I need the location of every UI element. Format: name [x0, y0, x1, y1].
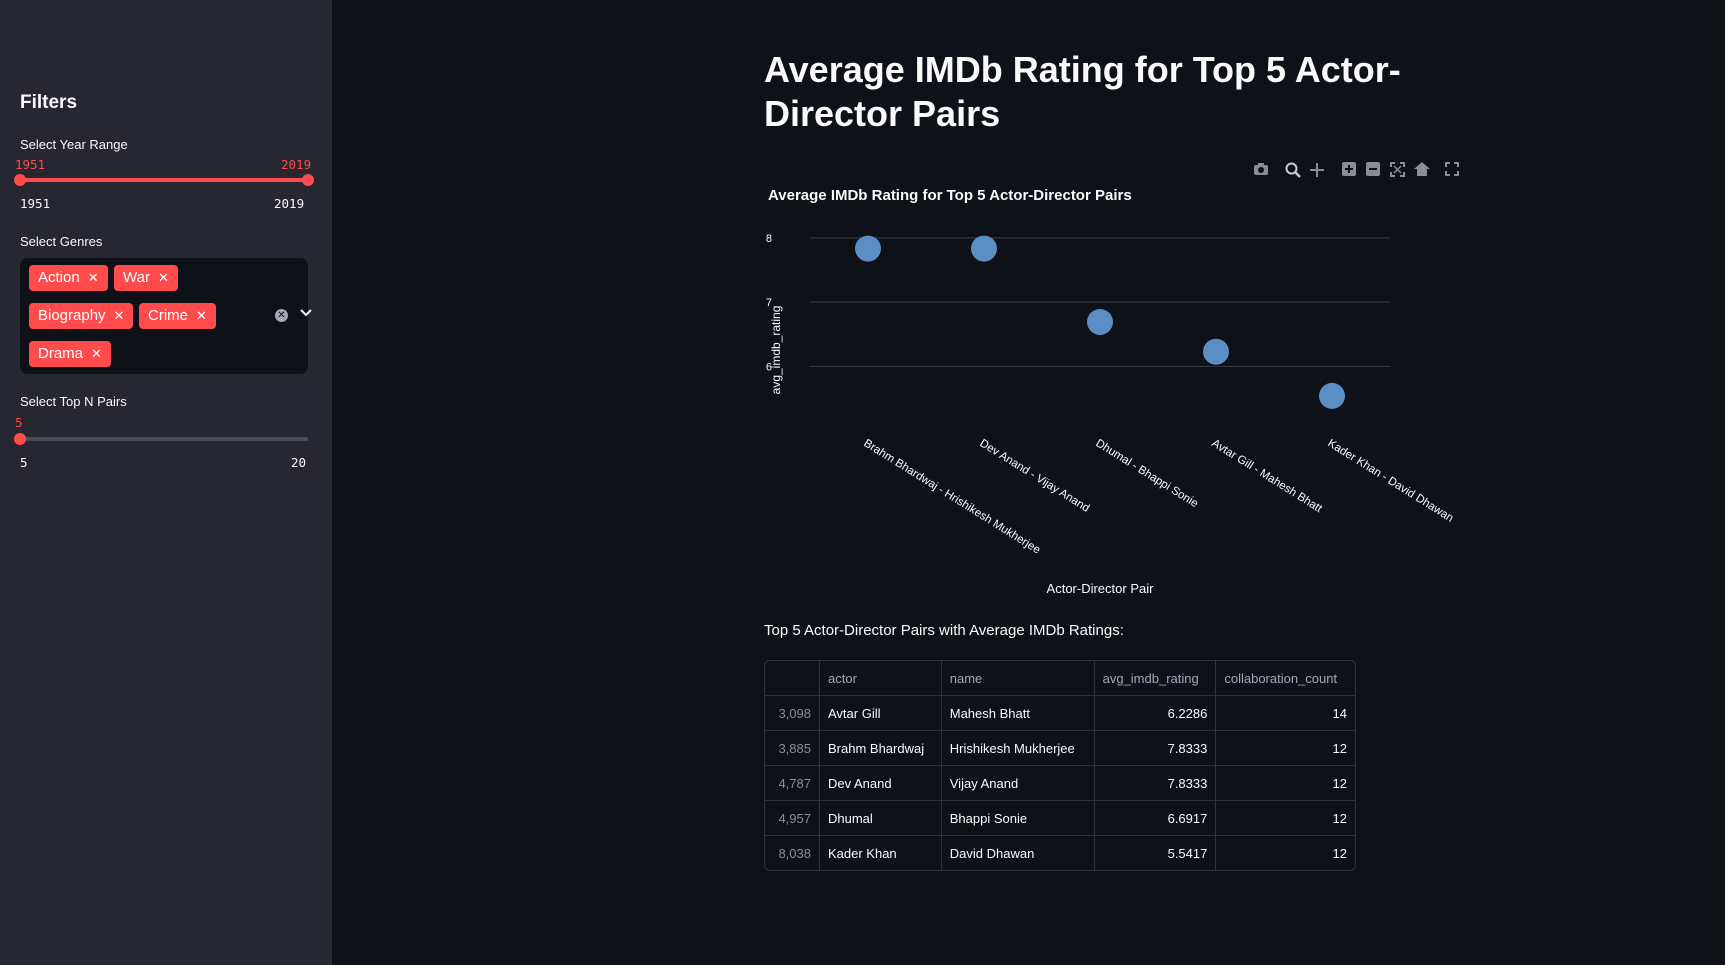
remove-icon[interactable]: ✕	[196, 308, 207, 323]
genres-label: Select Genres	[20, 234, 103, 249]
genres-multiselect[interactable]: Action ✕ War ✕ Biography ✕ Crime ✕ Drama ✕ ✕	[20, 258, 312, 374]
table-row: 8,038 Kader Khan David Dhawan 5.5417 12	[765, 835, 1355, 870]
actor-cell[interactable]: Kader Khan	[819, 835, 942, 870]
data-point[interactable]	[1087, 308, 1113, 335]
topn-thumb[interactable]	[14, 433, 26, 445]
row-index[interactable]: 4,787	[765, 765, 820, 801]
data-point[interactable]	[855, 235, 881, 262]
count-cell[interactable]: 12	[1215, 765, 1355, 801]
year-range-track[interactable]	[20, 178, 308, 182]
actor-cell[interactable]: Avtar Gill	[819, 695, 942, 731]
x-tick-label: Kader Khan - David Dhawan	[1325, 437, 1455, 524]
rating-cell[interactable]: 6.6917	[1094, 800, 1217, 836]
count-cell[interactable]: 14	[1215, 695, 1355, 731]
genre-chip-drama[interactable]: Drama ✕	[29, 341, 111, 367]
actor-cell[interactable]: Brahm Bhardwaj	[819, 730, 942, 766]
sidebar-title: Filters	[20, 92, 78, 113]
zoom-in-icon[interactable]	[1342, 162, 1356, 179]
genre-chip-war[interactable]: War ✕	[114, 265, 178, 291]
clear-all-icon[interactable]: ✕	[275, 309, 288, 322]
x-tick-label: Dhumal - Bhappi Sonie	[1093, 437, 1200, 510]
year-range-label: Select Year Range	[20, 137, 128, 152]
sidebar: Filters Select Year Range 1951 2019 1951…	[0, 0, 332, 965]
table-row: 3,885 Brahm Bhardwaj Hrishikesh Mukherje…	[765, 730, 1355, 766]
count-cell[interactable]: 12	[1332, 845, 1347, 861]
column-header-collaboration-count[interactable]: collaboration_count	[1215, 661, 1355, 696]
genre-chip-action[interactable]: Action ✕	[29, 265, 108, 291]
remove-icon[interactable]: ✕	[157, 270, 169, 285]
name-cell[interactable]: David Dhawan	[941, 835, 1095, 870]
data-point[interactable]	[971, 235, 997, 262]
remove-icon[interactable]: ✕	[87, 270, 99, 285]
name-cell[interactable]: Vijay Anand	[941, 765, 1095, 801]
topn-value: 5	[15, 415, 23, 430]
rating-cell[interactable]: 6.2286	[1094, 695, 1217, 731]
data-table[interactable]: actor name avg_imdb_rating collaboration…	[764, 660, 1356, 871]
x-axis-label: Actor-Director Pair	[1047, 581, 1155, 596]
remove-icon[interactable]: ✕	[91, 346, 102, 361]
name-cell[interactable]: Bhappi Sonie	[941, 800, 1095, 836]
genre-chip-crime[interactable]: Crime ✕	[139, 303, 216, 329]
autoscale-icon[interactable]	[1390, 162, 1405, 180]
home-icon[interactable]	[1414, 162, 1430, 179]
y-tick-label: 6	[766, 361, 772, 373]
table-header-row: actor name avg_imdb_rating collaboration…	[765, 661, 1355, 696]
year-range-max: 2019	[274, 196, 305, 211]
row-index[interactable]: 3,885	[765, 730, 820, 766]
year-range-high-value: 2019	[281, 157, 312, 172]
rating-cell[interactable]: 7.8333	[1094, 730, 1217, 766]
fullscreen-icon[interactable]	[1445, 162, 1459, 179]
year-range-high-thumb[interactable]	[302, 174, 314, 186]
name-cell[interactable]: Mahesh Bhatt	[941, 695, 1095, 731]
page-title: Average IMDb Rating for Top 5 Actor-Dire…	[764, 49, 1401, 134]
actor-cell[interactable]: Dev Anand	[819, 765, 942, 801]
row-index[interactable]: 3,098	[765, 695, 820, 731]
year-range-low-value: 1951	[15, 157, 46, 172]
camera-icon[interactable]	[1253, 162, 1269, 179]
x-tick-label: Avtar Gill - Mahesh Bhatt	[1209, 437, 1324, 515]
column-header-actor[interactable]: actor	[819, 661, 942, 696]
x-tick-label: Dev Anand - Vijay Anand	[977, 437, 1091, 514]
topn-min: 5	[20, 455, 28, 470]
chevron-down-icon[interactable]	[300, 306, 312, 320]
table-row: 4,787 Dev Anand Vijay Anand 7.8333 12	[765, 765, 1355, 801]
topn-label: Select Top N Pairs	[20, 394, 127, 409]
y-axis-label: avg_imdb_rating	[769, 306, 783, 395]
scatter-chart[interactable]: 6 7 8 Brahm Bhardwaj - Hrishikesh Mukherje…	[760, 215, 1500, 605]
topn-max: 20	[291, 455, 307, 470]
data-point[interactable]	[1203, 338, 1229, 365]
chart-title: Average IMDb Rating for Top 5 Actor-Dire…	[768, 187, 1132, 204]
x-tick-label: Brahm Bhardwaj - Hrishikesh Mukherjee	[861, 437, 1042, 556]
pan-icon[interactable]	[1309, 162, 1325, 181]
data-point[interactable]	[1319, 382, 1345, 409]
count-cell[interactable]: 12	[1215, 730, 1355, 766]
count-cell[interactable]: 12	[1215, 800, 1355, 836]
actor-cell[interactable]: Dhumal	[819, 800, 942, 836]
remove-icon[interactable]: ✕	[113, 308, 125, 323]
table-row: 3,098 Avtar Gill Mahesh Bhatt 6.2286 14	[765, 695, 1355, 731]
year-range-min: 1951	[20, 196, 51, 211]
zoom-icon[interactable]	[1285, 162, 1301, 181]
column-header-avg-imdb-rating[interactable]: avg_imdb_rating	[1094, 661, 1217, 696]
table-caption: Top 5 Actor-Director Pairs with Average …	[764, 622, 1124, 639]
topn-track[interactable]	[20, 437, 308, 441]
y-tick-label: 8	[766, 233, 772, 245]
column-header-index[interactable]	[765, 661, 820, 696]
y-tick-label: 7	[766, 297, 772, 309]
row-index[interactable]: 4,957	[765, 800, 820, 836]
rating-cell[interactable]: 5.5417	[1094, 835, 1217, 870]
zoom-out-icon[interactable]	[1366, 162, 1380, 179]
genre-chip-biography[interactable]: Biography ✕	[29, 303, 134, 329]
year-range-low-thumb[interactable]	[14, 174, 26, 186]
table-row: 4,957 Dhumal Bhappi Sonie 6.6917 12	[765, 800, 1355, 836]
row-index[interactable]: 8,038	[765, 835, 820, 870]
rating-cell[interactable]: 7.8333	[1094, 765, 1217, 801]
column-header-name[interactable]: name	[941, 661, 1095, 696]
name-cell[interactable]: Hrishikesh Mukherjee	[941, 730, 1095, 766]
